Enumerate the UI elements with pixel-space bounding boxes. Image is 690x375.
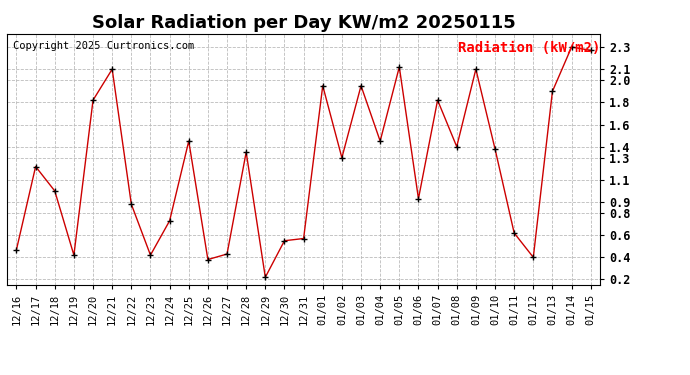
Text: Radiation (kW/m2): Radiation (kW/m2) xyxy=(458,41,600,55)
Text: Copyright 2025 Curtronics.com: Copyright 2025 Curtronics.com xyxy=(13,41,194,51)
Title: Solar Radiation per Day KW/m2 20250115: Solar Radiation per Day KW/m2 20250115 xyxy=(92,14,515,32)
